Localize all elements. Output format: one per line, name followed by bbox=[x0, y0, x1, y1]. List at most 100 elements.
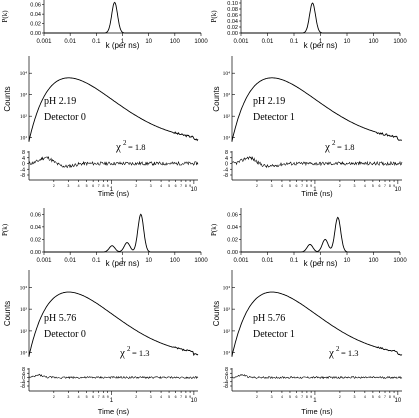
k-tick-label: 100 bbox=[368, 258, 379, 264]
counts-tick-label: 10³ bbox=[223, 93, 231, 99]
time-minor-tick-label: 2 bbox=[53, 184, 55, 188]
pk-tick-label: 0.04 bbox=[227, 19, 238, 25]
time-minor-tick-label: 5 bbox=[289, 395, 291, 399]
time-minor-tick-label: 9 bbox=[189, 184, 191, 188]
k-tick-label: 0.1 bbox=[92, 258, 101, 264]
time-minor-tick-label: 8 bbox=[306, 184, 308, 188]
time-minor-tick-label: 3 bbox=[271, 184, 273, 188]
k-tick-label: 0.01 bbox=[64, 258, 76, 264]
time-minor-tick-label: 8 bbox=[102, 184, 104, 188]
pk-tick-label: 0.06 bbox=[30, 212, 41, 218]
chi-value: = 1.8 bbox=[337, 142, 355, 152]
counts-tick-label: 10⁴ bbox=[20, 71, 28, 77]
time-minor-tick-label: 8 bbox=[306, 395, 308, 399]
time-minor-tick-label: 5 bbox=[86, 184, 88, 188]
time-minor-tick-label: 4 bbox=[281, 184, 283, 188]
counts-tick-label: 10⁴ bbox=[20, 285, 28, 291]
time-minor-tick-label: 3 bbox=[67, 184, 69, 188]
pk-distribution-line bbox=[241, 216, 400, 253]
pk-distribution-line bbox=[44, 213, 201, 253]
k-tick-label: 0.1 bbox=[290, 39, 299, 45]
time-minor-tick-label: 6 bbox=[92, 395, 94, 399]
time-major-tick-label: 10 bbox=[395, 398, 402, 404]
panel-1: 0.001 0.01 0.1 1 10 100 10000.000.020.040.06P(… bbox=[1, 0, 208, 198]
pk-distribution-line bbox=[44, 1, 201, 34]
resid-tick-label: 8 bbox=[22, 367, 25, 373]
resid-tick-label: 0 bbox=[225, 376, 228, 382]
time-minor-tick-label: 4 bbox=[160, 184, 162, 188]
pk-tick-label: 0.06 bbox=[30, 3, 41, 9]
pk-tick-label: 0.10 bbox=[227, 1, 238, 7]
time-minor-tick-label: 7 bbox=[180, 395, 182, 399]
resid-tick-label: 4 bbox=[225, 156, 228, 162]
resid-tick-label: 4 bbox=[22, 371, 25, 377]
k-tick-label: 0.01 bbox=[64, 39, 76, 45]
time-axis-label: Time (ns) bbox=[98, 189, 130, 198]
pk-tick-label: 0.02 bbox=[30, 237, 41, 243]
chi-superscript: 2 bbox=[127, 345, 131, 353]
detector-label: Detector 1 bbox=[253, 329, 295, 340]
time-minor-tick-label: 2 bbox=[53, 395, 55, 399]
time-minor-tick-label: 2 bbox=[339, 184, 341, 188]
resid-tick-label: 4 bbox=[22, 156, 25, 162]
pk-axis-label: P(k) bbox=[1, 10, 9, 23]
ph-label: pH 2.19 bbox=[44, 96, 76, 107]
time-major-tick-label: 1 bbox=[313, 398, 317, 404]
time-minor-tick-label: 6 bbox=[296, 184, 298, 188]
detector-label: Detector 1 bbox=[253, 112, 295, 123]
time-minor-tick-label: 9 bbox=[310, 395, 312, 399]
pk-tick-label: 0.02 bbox=[227, 237, 238, 243]
k-tick-label: 10 bbox=[145, 39, 152, 45]
time-minor-tick-label: 2 bbox=[256, 395, 258, 399]
k-tick-label: 0.001 bbox=[233, 39, 249, 45]
time-minor-tick-label: 9 bbox=[107, 184, 109, 188]
counts-tick-label: 10¹ bbox=[20, 351, 28, 357]
time-minor-tick-label: 5 bbox=[86, 395, 88, 399]
resid-tick-label: -8 bbox=[20, 384, 25, 390]
ph-label: pH 2.19 bbox=[253, 96, 285, 107]
detector-label: Detector 0 bbox=[44, 329, 86, 340]
time-axis-label: Time (ns) bbox=[301, 189, 333, 198]
k-tick-label: 0.001 bbox=[36, 258, 52, 264]
pk-tick-label: 0.00 bbox=[30, 31, 41, 37]
k-tick-label: 0.001 bbox=[36, 39, 52, 45]
time-minor-tick-label: 7 bbox=[384, 184, 386, 188]
time-minor-tick-label: 3 bbox=[150, 184, 152, 188]
chi-symbol: χ bbox=[324, 141, 330, 153]
time-minor-tick-label: 7 bbox=[301, 395, 303, 399]
resid-tick-label: -4 bbox=[20, 167, 25, 173]
counts-tick-label: 10¹ bbox=[223, 136, 231, 142]
time-minor-tick-label: 5 bbox=[168, 395, 170, 399]
time-minor-tick-label: 5 bbox=[372, 184, 374, 188]
pk-tick-label: 0.04 bbox=[30, 12, 41, 18]
counts-decay-line bbox=[28, 291, 199, 357]
residual-line bbox=[28, 156, 199, 169]
k-tick-label: 0.001 bbox=[233, 258, 249, 264]
time-minor-tick-label: 6 bbox=[378, 395, 380, 399]
counts-tick-label: 10³ bbox=[20, 93, 28, 99]
resid-tick-label: 8 bbox=[22, 150, 25, 156]
k-tick-label: 10 bbox=[145, 258, 152, 264]
time-minor-tick-label: 7 bbox=[98, 184, 100, 188]
pk-tick-label: 0.04 bbox=[30, 225, 41, 231]
counts-tick-label: 10¹ bbox=[223, 351, 231, 357]
k-tick-label: 10 bbox=[344, 39, 351, 45]
ph-label: pH 5.76 bbox=[44, 313, 76, 324]
detector-label: Detector 0 bbox=[44, 112, 86, 123]
counts-tick-label: 10² bbox=[20, 329, 28, 335]
pk-tick-label: 0.06 bbox=[227, 212, 238, 218]
counts-axis-label: Counts bbox=[212, 301, 221, 326]
time-minor-tick-label: 5 bbox=[372, 395, 374, 399]
chi-symbol: χ bbox=[328, 347, 334, 359]
k-tick-label: 1 bbox=[121, 39, 125, 45]
k-tick-label: 10 bbox=[344, 258, 351, 264]
pk-tick-label: 0.04 bbox=[227, 225, 238, 231]
time-minor-tick-label: 8 bbox=[389, 395, 391, 399]
chi-superscript: 2 bbox=[332, 139, 336, 147]
resid-tick-label: -4 bbox=[223, 167, 228, 173]
time-minor-tick-label: 3 bbox=[354, 184, 356, 188]
counts-decay-line bbox=[28, 77, 199, 142]
time-minor-tick-label: 7 bbox=[301, 184, 303, 188]
time-minor-tick-label: 3 bbox=[67, 395, 69, 399]
chi-superscript: 2 bbox=[336, 345, 340, 353]
